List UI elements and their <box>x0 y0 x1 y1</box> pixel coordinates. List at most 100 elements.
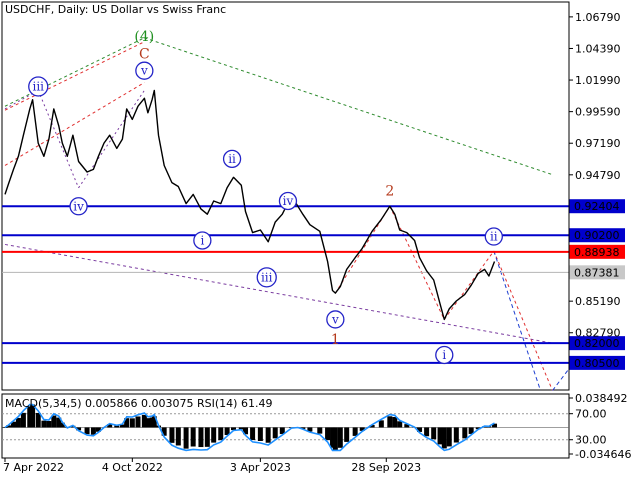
macd-bar <box>151 416 157 428</box>
macd-bar <box>59 422 65 428</box>
macd-bar <box>51 415 57 428</box>
macd-bar <box>392 417 398 428</box>
price-tick-label: 1.04390 <box>575 42 621 55</box>
wave-circle <box>484 227 503 246</box>
wave-circle <box>28 76 49 97</box>
green-trend-fall <box>144 37 553 176</box>
macd-bar <box>272 427 278 439</box>
macd-bar <box>359 427 365 431</box>
price-tick-label: 0.82790 <box>575 327 621 340</box>
macd-bar <box>76 427 82 431</box>
wave-label: 1 <box>331 332 340 348</box>
macd-bar <box>56 417 62 428</box>
macd-bar <box>10 421 16 428</box>
macd-bar <box>437 427 443 445</box>
macd-bar <box>330 427 336 448</box>
time-tick-label: 3 Apr 2023 <box>230 461 291 474</box>
horizontal-levels <box>2 205 569 364</box>
red-trend-upper <box>4 41 145 111</box>
macd-bar <box>169 427 175 443</box>
level-price-tag <box>569 336 625 351</box>
wave-circle <box>278 191 298 211</box>
macd-bar <box>404 424 410 428</box>
wave-circle <box>435 345 454 365</box>
macd-bar <box>84 427 90 435</box>
wave-circle <box>222 149 242 169</box>
macd-bar <box>453 427 459 443</box>
macd-bar <box>35 412 41 428</box>
price-tick-label: 0.94790 <box>575 169 621 182</box>
indicator-tick-label: 70.00 <box>575 408 607 421</box>
macd-bar <box>492 423 498 428</box>
macd-bar <box>337 427 343 448</box>
macd-bar <box>70 425 76 428</box>
wave-label: i <box>200 233 204 247</box>
level-price-label: 0.92404 <box>574 200 620 213</box>
macd-bar <box>424 427 430 437</box>
price-tick-label: 1.06790 <box>575 11 621 24</box>
macd-bar <box>279 427 285 435</box>
macd-bar <box>204 427 210 447</box>
indicator-tick-label: 0.038492 <box>575 392 628 405</box>
wave-circle <box>256 267 277 288</box>
macd-bar <box>6 425 12 428</box>
wave-label: v <box>331 312 339 326</box>
wave-label: ii <box>490 230 498 244</box>
level-price-tag <box>569 244 625 259</box>
wave-label: v <box>140 64 148 78</box>
current-price-tag <box>569 265 625 280</box>
price-tick-label: 0.97190 <box>575 137 621 150</box>
purple-channel-line <box>4 243 553 344</box>
macd-bar <box>95 427 101 432</box>
macd-bar <box>41 420 47 428</box>
macd-bar <box>387 416 393 428</box>
price-axis: 0.92404 0.90200 0.88938 0.82000 0.80500 0.873… <box>568 2 625 390</box>
macd-bar <box>224 427 230 435</box>
time-tick-label: 28 Sep 2023 <box>351 461 421 474</box>
red-projection <box>493 250 553 391</box>
macd-bar <box>27 406 33 428</box>
level-price-label: 0.90200 <box>574 229 620 242</box>
wave-circle <box>69 197 88 216</box>
macd-bar <box>325 427 331 441</box>
macd-bar <box>462 427 468 439</box>
macd-bar <box>90 427 96 435</box>
macd-bar <box>369 425 375 428</box>
price-series <box>4 89 496 321</box>
price-tick-label: 0.85190 <box>575 295 621 308</box>
macd-bar <box>135 416 141 428</box>
macd-bar <box>20 412 26 428</box>
price-tick-label: 0.99590 <box>575 106 621 119</box>
red-wave-up-2 <box>443 250 495 320</box>
wave-label: i <box>442 348 446 362</box>
macd-bar <box>378 420 384 428</box>
macd-bar <box>145 418 151 428</box>
wave-label: C <box>139 47 150 63</box>
wave-label: 2 <box>385 183 394 199</box>
price-line <box>4 89 496 321</box>
indicator-label: MACD(5,34,5) 0.005866 0.003075 RSI(14) 6… <box>5 397 272 410</box>
price-tick-label: 1.01990 <box>575 74 621 87</box>
macd-bar <box>417 427 423 432</box>
macd-bar <box>183 427 189 449</box>
macd-bar <box>218 427 224 441</box>
macd-bar <box>243 427 249 435</box>
wave-label: iv <box>283 194 294 208</box>
macd-bar <box>175 427 181 446</box>
macd-bar <box>250 427 256 441</box>
macd-bar <box>317 427 323 434</box>
macd-bar <box>114 425 120 428</box>
time-tick-label: 4 Oct 2022 <box>102 461 163 474</box>
macd-bar <box>238 427 244 430</box>
wave-label: iii <box>261 270 273 284</box>
indicator-pane-border <box>1 393 570 459</box>
wave-label: (4) <box>134 29 154 45</box>
macd-bar <box>446 427 452 447</box>
macd-bar <box>119 424 125 428</box>
macd-bar <box>30 404 36 428</box>
rsi-line <box>4 403 495 452</box>
macd-bar <box>352 427 358 436</box>
wave-label: iv <box>73 199 84 213</box>
macd-bar <box>344 427 350 442</box>
